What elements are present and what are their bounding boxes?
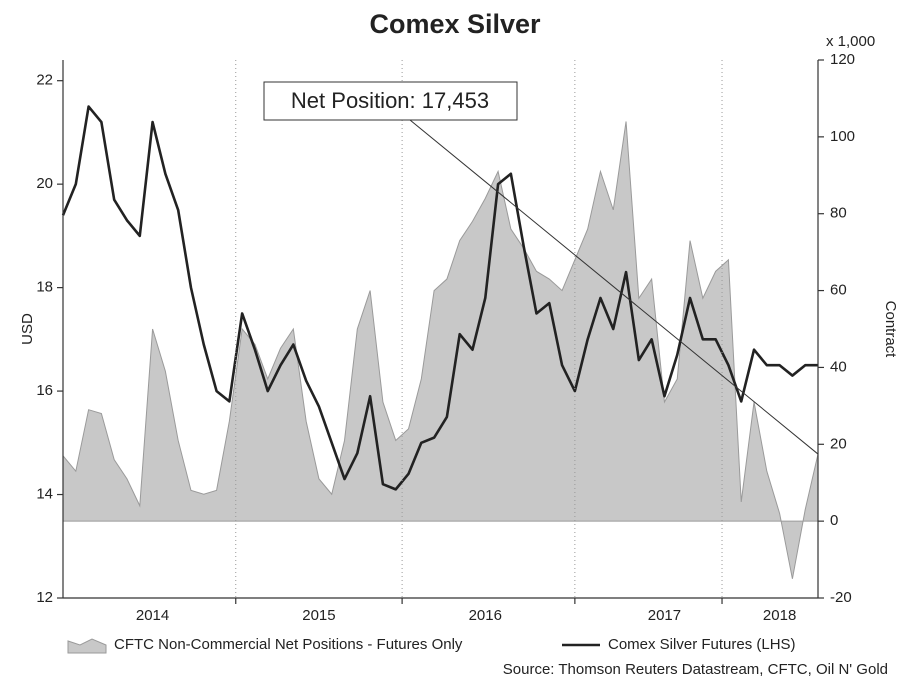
annotation: Net Position: 17,453 xyxy=(291,88,489,113)
y2-tick-label: 80 xyxy=(830,205,847,222)
y-tick-label: 14 xyxy=(36,486,53,503)
y2-tick-label: 20 xyxy=(830,435,847,452)
y-tick-label: 16 xyxy=(36,382,53,399)
x-tick-label: 2015 xyxy=(302,607,335,624)
legend-label: Comex Silver Futures (LHS) xyxy=(608,636,796,653)
y2-tick-label: 40 xyxy=(830,358,847,375)
y-tick-label: 22 xyxy=(36,72,53,89)
x-tick-label: 2016 xyxy=(469,607,502,624)
line xyxy=(61,105,818,491)
y2-tick-label: 100 xyxy=(830,128,855,145)
y-axis-label: USD xyxy=(19,313,36,345)
y2-unit: x 1,000 xyxy=(826,33,875,50)
source: Source: Thomson Reuters Datastream, CFTC… xyxy=(503,661,888,678)
x-tick-label: 2018 xyxy=(763,607,796,624)
legend-swatch xyxy=(67,638,107,654)
x-tick-label: 2014 xyxy=(136,607,169,624)
y-tick-label: 12 xyxy=(36,589,53,606)
annotation-box xyxy=(263,81,518,121)
area xyxy=(62,121,819,579)
y2-tick-label: 0 xyxy=(830,512,838,529)
chart-title: Comex Silver xyxy=(369,9,541,39)
y2-tick-label: -20 xyxy=(830,589,852,606)
y-tick-label: 20 xyxy=(36,175,53,192)
y2-tick-label: 120 xyxy=(830,51,855,68)
legend-label: CFTC Non-Commercial Net Positions - Futu… xyxy=(114,636,463,653)
x-tick-label: 2017 xyxy=(648,607,681,624)
y2-tick-label: 60 xyxy=(830,282,847,299)
y-tick-label: 18 xyxy=(36,279,53,296)
y2-axis-label: Contract xyxy=(882,301,899,359)
annotation-leader xyxy=(409,119,819,455)
